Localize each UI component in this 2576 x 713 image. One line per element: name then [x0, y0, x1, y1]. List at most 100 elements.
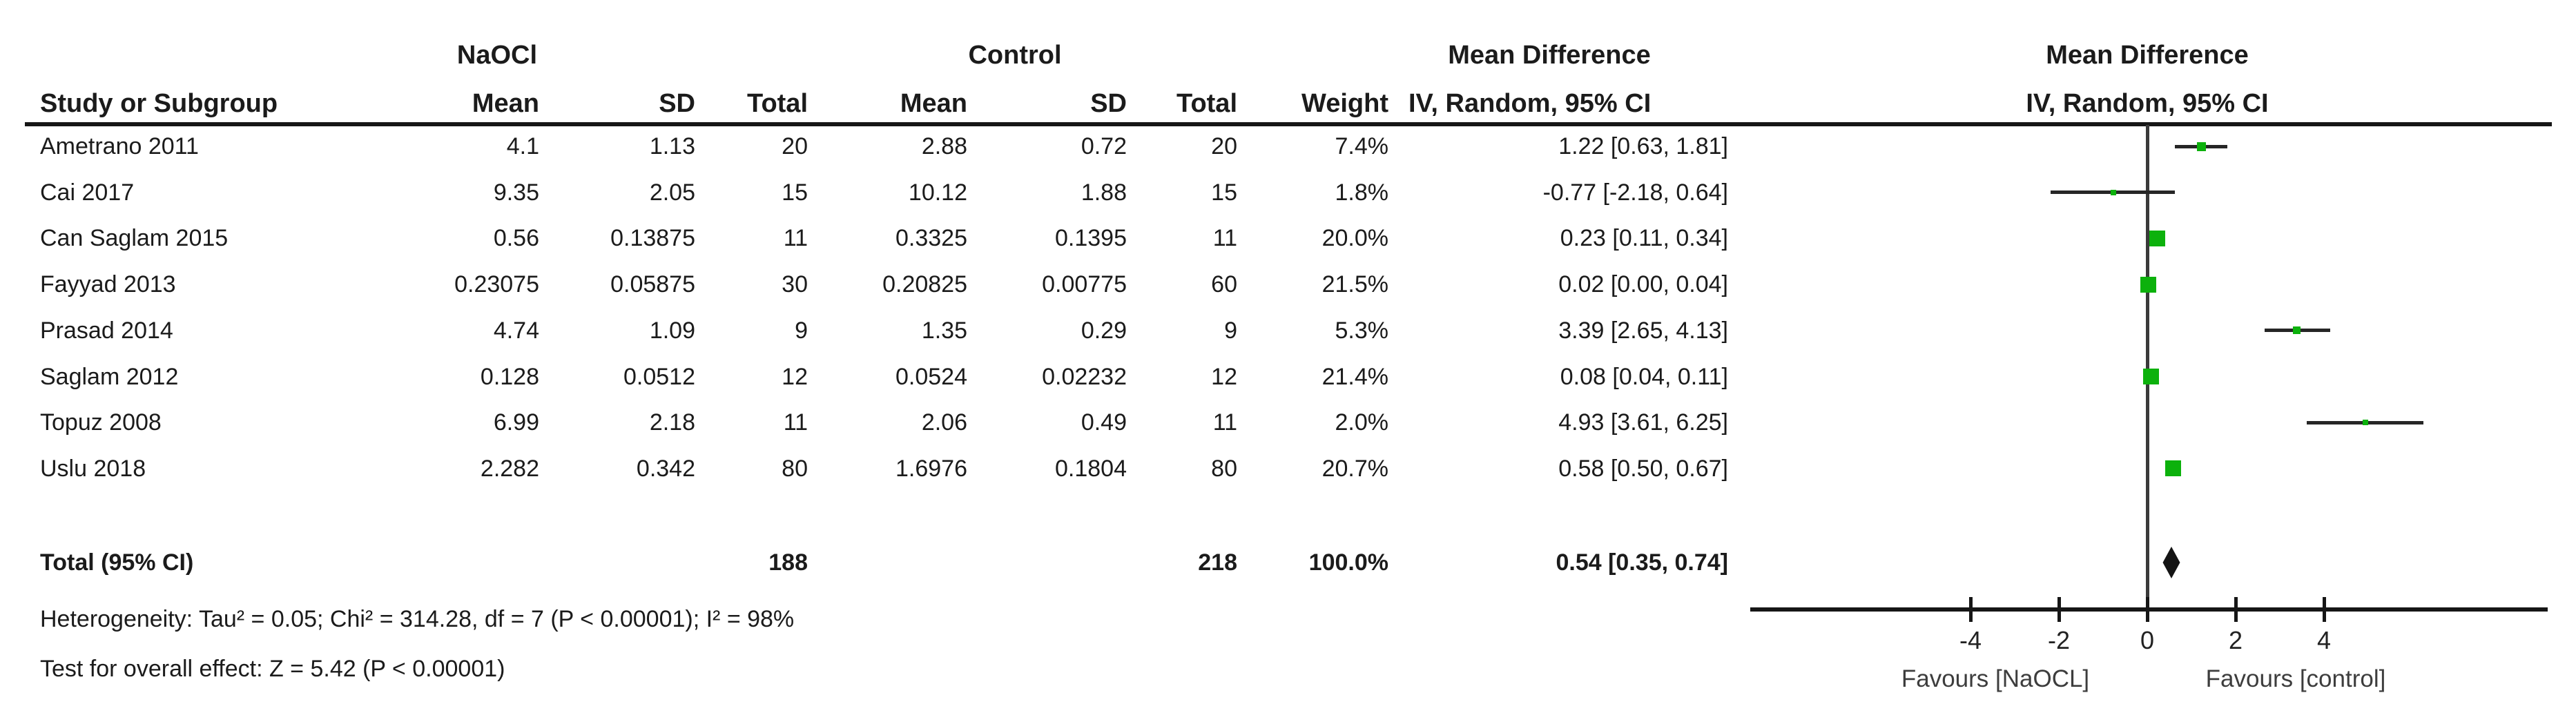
column-header-sd-control: SD [1090, 89, 1127, 118]
cell-weight: 20.7% [1321, 456, 1388, 482]
cell-mean2: 0.20825 [882, 271, 967, 297]
axis-tick-label: 4 [2316, 626, 2332, 654]
point-estimate-marker [2165, 460, 2181, 476]
axis-tick [2146, 597, 2149, 622]
cell-mean1: 9.35 [493, 179, 539, 206]
cell-ci: 0.23 [0.11, 0.34] [1560, 225, 1728, 251]
cell-weight: 1.8% [1335, 179, 1389, 206]
zero-effect-line [2146, 125, 2149, 612]
cell-sd1: 1.13 [649, 133, 695, 159]
cell-sd2: 0.02232 [1042, 364, 1127, 390]
cell-weight: 2.0% [1335, 409, 1389, 436]
cell-sd2: 0.29 [1081, 318, 1127, 344]
cell-sd2: 0.72 [1081, 133, 1127, 159]
header-divider-line [25, 122, 2552, 126]
plot-header-mean-difference: Mean Difference [2046, 41, 2249, 70]
cell-total1: 11 [783, 409, 808, 436]
cell-ci: -0.77 [-2.18, 0.64] [1542, 179, 1728, 206]
axis-tick-label: 2 [2228, 626, 2243, 654]
cell-study: Uslu 2018 [40, 456, 146, 482]
cell-total1: 9 [795, 318, 808, 344]
cell-weight: 7.4% [1335, 133, 1389, 159]
cell-study: Topuz 2008 [40, 409, 162, 436]
cell-mean2: 1.6976 [895, 456, 967, 482]
group-header-naocl: NaOCl [456, 41, 538, 70]
cell-sd1: 0.05875 [610, 271, 695, 297]
column-header-total-naocl: Total [747, 89, 808, 118]
total-row-n-control: 218 [1198, 549, 1237, 576]
cell-sd1: 1.09 [649, 318, 695, 344]
point-estimate-marker [2363, 420, 2368, 425]
plot-header-ci: IV, Random, 95% CI [2026, 89, 2269, 118]
cell-study: Fayyad 2013 [40, 271, 176, 297]
cell-total2: 15 [1211, 179, 1237, 206]
group-header-mean-difference: Mean Difference [1448, 41, 1651, 70]
cell-total2: 80 [1211, 456, 1237, 482]
cell-sd1: 0.0512 [623, 364, 695, 390]
favours-right-label: Favours [control] [2205, 665, 2386, 692]
overall-effect-note: Test for overall effect: Z = 5.42 (P < 0… [40, 656, 505, 682]
cell-sd2: 0.1804 [1055, 456, 1127, 482]
cell-weight: 21.5% [1321, 271, 1388, 297]
total-row-n-naocl: 188 [768, 549, 808, 576]
cell-mean2: 0.0524 [895, 364, 967, 390]
cell-study: Prasad 2014 [40, 318, 173, 344]
cell-sd1: 0.13875 [610, 225, 695, 251]
cell-total1: 15 [782, 179, 808, 206]
cell-study: Cai 2017 [40, 179, 135, 206]
total-diamond [2162, 547, 2180, 578]
cell-total2: 11 [1212, 409, 1237, 436]
cell-sd2: 0.00775 [1042, 271, 1127, 297]
cell-ci: 1.22 [0.63, 1.81] [1558, 133, 1728, 159]
point-estimate-marker [2149, 231, 2165, 246]
cell-mean1: 0.128 [480, 364, 539, 390]
cell-ci: 0.02 [0.00, 0.04] [1558, 271, 1728, 297]
cell-mean2: 2.06 [921, 409, 967, 436]
axis-tick [2234, 597, 2238, 622]
cell-sd1: 0.342 [636, 456, 695, 482]
cell-total1: 30 [782, 271, 808, 297]
point-estimate-marker [2143, 369, 2159, 384]
cell-sd2: 0.49 [1081, 409, 1127, 436]
cell-mean1: 2.282 [480, 456, 539, 482]
cell-total2: 20 [1211, 133, 1237, 159]
cell-sd2: 0.1395 [1055, 225, 1127, 251]
cell-mean1: 0.56 [493, 225, 539, 251]
point-estimate-marker [2111, 190, 2116, 195]
point-estimate-marker [2293, 326, 2301, 334]
axis-tick-label: -4 [1959, 626, 1982, 654]
cell-total2: 12 [1211, 364, 1237, 390]
favours-left-label: Favours [NaOCL] [1901, 665, 2090, 692]
cell-mean1: 0.23075 [454, 271, 539, 297]
cell-ci: 0.58 [0.50, 0.67] [1558, 456, 1728, 482]
cell-study: Ametrano 2011 [40, 133, 199, 159]
cell-total1: 80 [782, 456, 808, 482]
cell-total2: 60 [1211, 271, 1237, 297]
heterogeneity-note: Heterogeneity: Tau² = 0.05; Chi² = 314.2… [40, 606, 795, 632]
cell-total1: 20 [782, 133, 808, 159]
cell-mean1: 4.1 [506, 133, 539, 159]
cell-total1: 11 [783, 225, 808, 251]
column-header-ci: IV, Random, 95% CI [1408, 89, 1652, 118]
column-header-total-control: Total [1176, 89, 1237, 118]
cell-mean2: 0.3325 [895, 225, 967, 251]
cell-mean1: 4.74 [493, 318, 539, 344]
cell-total2: 9 [1224, 318, 1237, 344]
total-row-label: Total (95% CI) [40, 549, 194, 576]
column-header-weight: Weight [1301, 89, 1388, 118]
cell-total1: 12 [782, 364, 808, 390]
cell-weight: 21.4% [1321, 364, 1388, 390]
cell-weight: 5.3% [1335, 318, 1389, 344]
cell-sd1: 2.05 [649, 179, 695, 206]
cell-study: Saglam 2012 [40, 364, 179, 390]
cell-total2: 11 [1212, 225, 1237, 251]
cell-sd2: 1.88 [1081, 179, 1127, 206]
cell-mean2: 2.88 [921, 133, 967, 159]
cell-mean2: 10.12 [908, 179, 967, 206]
total-row-ci: 0.54 [0.35, 0.74] [1556, 549, 1728, 576]
axis-tick-label: 0 [2140, 626, 2155, 654]
column-header-mean-control: Mean [900, 89, 967, 118]
cell-sd1: 2.18 [649, 409, 695, 436]
column-header-sd-naocl: SD [659, 89, 695, 118]
axis-tick [1969, 597, 1973, 622]
